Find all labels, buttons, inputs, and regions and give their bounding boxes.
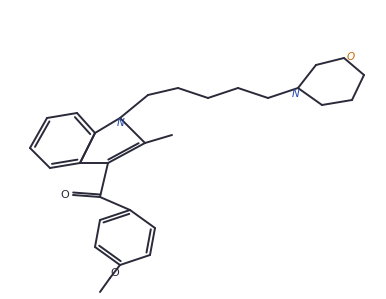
Text: N: N	[292, 89, 300, 99]
Text: N: N	[117, 118, 125, 128]
Text: O: O	[347, 52, 355, 62]
Text: O: O	[61, 190, 69, 200]
Text: O: O	[111, 268, 119, 278]
